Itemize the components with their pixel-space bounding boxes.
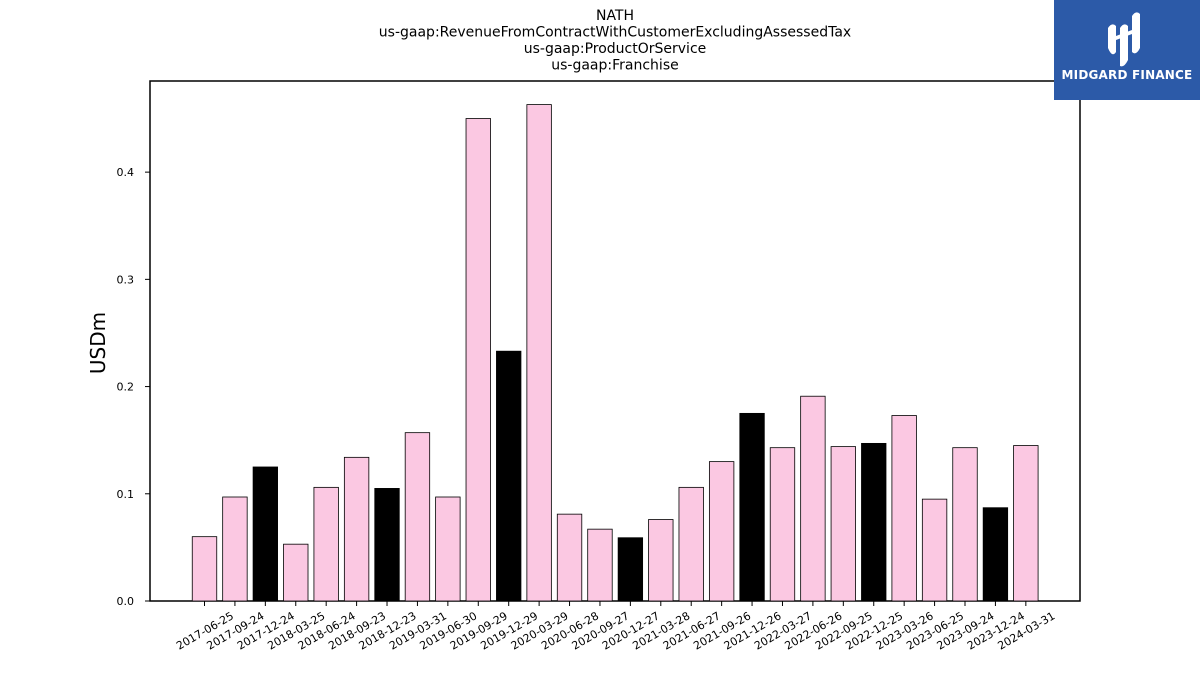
bar-2022-12-25: [861, 442, 887, 602]
bar-2017-12-24: [252, 466, 278, 602]
brand-logo: MIDGARD FINANCE: [1054, 0, 1200, 100]
chart-title-line: NATH: [596, 8, 634, 24]
bar-2024-03-31: [1013, 445, 1039, 602]
logo-text: MIDGARD FINANCE: [1061, 68, 1193, 82]
bar-2018-06-24: [313, 486, 339, 602]
bar-2021-06-27: [678, 486, 704, 602]
y-tick-label: 0.0: [117, 595, 135, 608]
bar-2020-03-29: [526, 104, 552, 602]
bar-2023-12-24: [982, 507, 1009, 602]
logo-mark-icon: [1108, 12, 1140, 67]
bar-2018-12-23: [374, 488, 400, 602]
chart-title-line: us-gaap:ProductOrService: [524, 41, 707, 57]
bar-2023-09-24: [952, 447, 978, 602]
bar-2018-03-25: [283, 543, 309, 602]
bar-2020-06-28: [556, 513, 583, 602]
y-tick-label: 0.2: [117, 381, 135, 394]
plot-frame: [149, 80, 1081, 602]
y-tick-label: 0.4: [117, 166, 135, 179]
y-axis: 0.0 0.1 0.2 0.3 0.4: [117, 166, 150, 608]
bar-2017-06-25: [191, 536, 218, 602]
chart-title: NATHus-gaap:RevenueFromContractWithCusto…: [379, 8, 851, 74]
bar-2020-12-27: [617, 537, 644, 602]
bar-2023-06-25: [921, 498, 948, 602]
bar-2022-06-26: [800, 395, 826, 602]
bar-series: [191, 104, 1039, 602]
bar-2019-03-31: [404, 432, 431, 602]
bar-2021-09-26: [708, 461, 735, 602]
chart-title-line: us-gaap:Franchise: [551, 58, 678, 74]
bar-2018-09-23: [343, 456, 370, 602]
bar-2021-12-26: [739, 412, 765, 602]
bar-2023-03-26: [891, 415, 917, 602]
bar-2017-09-24: [222, 496, 248, 602]
x-axis: 2017-06-252017-09-242017-12-242018-03-25…: [174, 601, 1057, 653]
bar-2020-09-27: [587, 528, 613, 602]
chart-title-line: us-gaap:RevenueFromContractWithCustomerE…: [379, 25, 851, 41]
y-tick-label: 0.1: [117, 488, 135, 501]
y-axis-label: USDm: [86, 312, 110, 374]
bar-2019-09-29: [465, 118, 491, 602]
bar-2019-06-30: [435, 496, 461, 602]
bar-2022-09-25: [830, 446, 856, 602]
bar-2021-03-28: [648, 519, 674, 602]
bar-2022-03-27: [769, 447, 796, 602]
y-tick-label: 0.3: [117, 273, 135, 286]
bar-2019-12-29: [496, 350, 522, 602]
plot-area: [149, 80, 1081, 602]
